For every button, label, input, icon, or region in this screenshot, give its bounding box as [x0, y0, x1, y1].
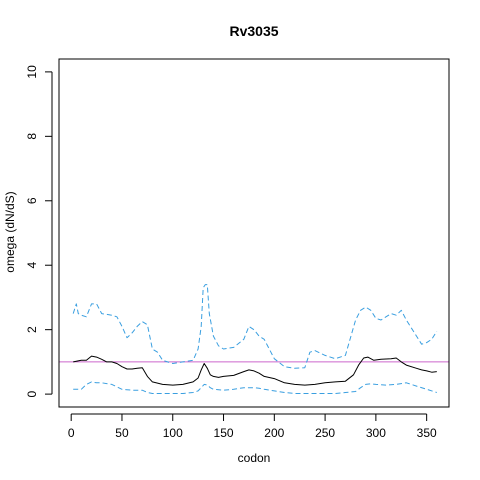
- series-line-lower-bound: [73, 381, 437, 394]
- y-tick-label: 10: [25, 65, 39, 79]
- x-tick-label: 250: [315, 426, 335, 440]
- series-line-estimate: [73, 355, 437, 386]
- y-tick-label: 6: [25, 197, 39, 204]
- plot-layer: 0 50 100 150 200 250 300 350 0 2 4 6 8 10: [25, 58, 450, 440]
- y-tick-label: 0: [25, 390, 39, 397]
- y-tick-label: 4: [25, 262, 39, 269]
- y-tick-label: 8: [25, 133, 39, 140]
- x-tick-label: 200: [264, 426, 284, 440]
- series-line-upper-bound: [72, 284, 438, 369]
- x-tick-label: 150: [214, 426, 234, 440]
- y-axis-label: omega (dN/dS): [3, 191, 17, 272]
- x-tick-label: 50: [115, 426, 129, 440]
- y-tick-label: 2: [25, 326, 39, 333]
- plot-frame: [58, 58, 450, 408]
- x-tick-label: 0: [68, 426, 75, 440]
- chart-title: Rv3035: [229, 23, 278, 39]
- x-axis-label: codon: [238, 451, 271, 465]
- x-tick-label: 100: [163, 426, 183, 440]
- x-tick-label: 350: [417, 426, 437, 440]
- x-tick-label: 300: [366, 426, 386, 440]
